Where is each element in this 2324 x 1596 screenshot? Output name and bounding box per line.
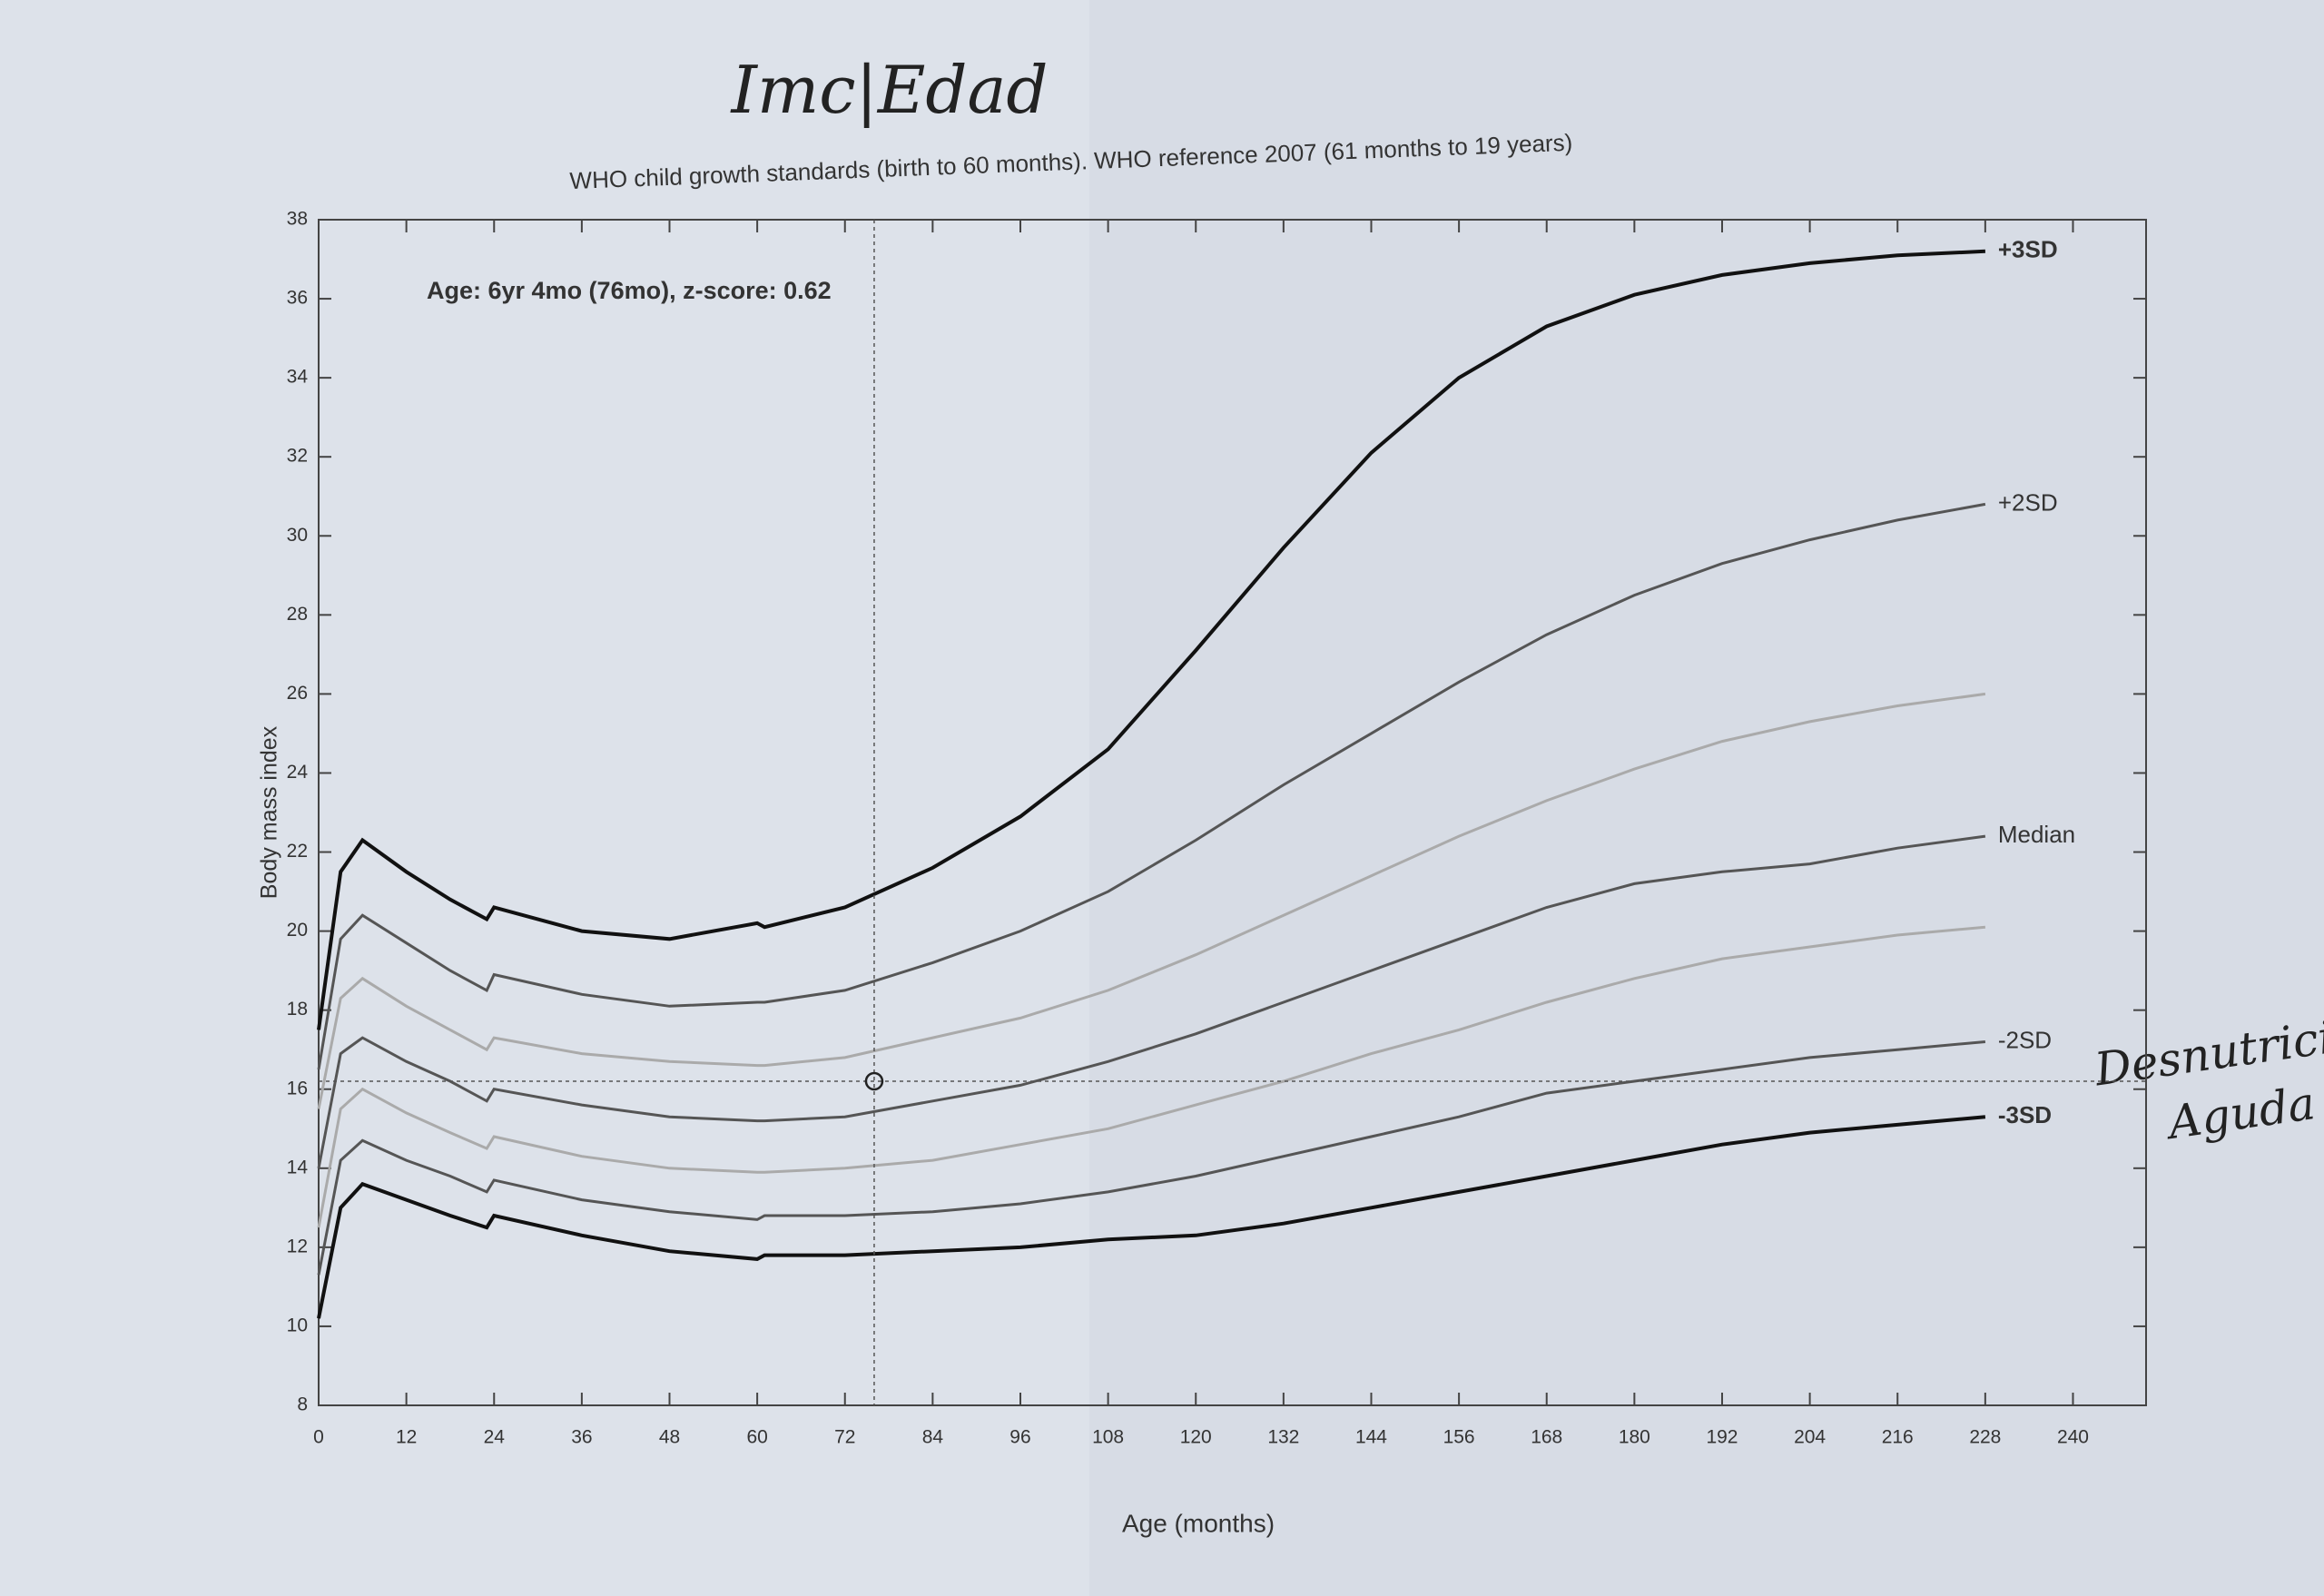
series-line (317, 1115, 1986, 1319)
y-tick-label: 28 (287, 604, 308, 625)
plot-frame (318, 219, 2147, 1406)
x-tick-label: 156 (1443, 1427, 1475, 1448)
x-tick-label: 144 (1355, 1427, 1387, 1448)
series-line (317, 692, 1986, 1109)
y-tick-label: 18 (287, 999, 308, 1020)
y-tick-label: 36 (287, 288, 308, 309)
y-tick-label: 30 (287, 525, 308, 546)
x-tick-label: 132 (1267, 1427, 1299, 1448)
x-axis-label: Age (months) (1122, 1509, 1275, 1537)
x-tick-label: 192 (1706, 1427, 1738, 1448)
x-tick-label: 72 (834, 1427, 855, 1448)
paper-page (1089, 0, 2324, 1596)
series-label: +2SD (1998, 488, 2058, 516)
x-tick-label: 0 (313, 1427, 324, 1448)
annotation: Age: 6yr 4mo (76mo), z-score: 0.62 (427, 277, 832, 304)
x-tick-label: 120 (1180, 1427, 1212, 1448)
y-tick-label: 32 (287, 446, 308, 467)
x-tick-label: 84 (922, 1427, 944, 1448)
y-tick-label: 26 (287, 683, 308, 704)
x-tick-label: 12 (396, 1427, 417, 1448)
x-tick-label: 204 (1794, 1427, 1826, 1448)
patient-point (864, 1071, 884, 1091)
x-tick-label: 108 (1092, 1427, 1124, 1448)
series-label: -2SD (1998, 1026, 2052, 1053)
x-tick-label: 96 (1009, 1427, 1030, 1448)
y-axis-label: Body mass index (257, 725, 282, 899)
series-label: -3SD (1998, 1101, 2052, 1128)
x-tick-label: 216 (1882, 1427, 1914, 1448)
y-tick-label: 24 (287, 762, 309, 783)
x-tick-label: 240 (2057, 1427, 2089, 1448)
y-tick-label: 20 (287, 920, 308, 941)
y-tick-label: 12 (287, 1236, 308, 1256)
x-tick-label: 168 (1531, 1427, 1562, 1448)
x-tick-label: 48 (659, 1427, 680, 1448)
series-label: +3SD (1998, 236, 2058, 263)
series-line (317, 925, 1986, 1228)
x-tick-label: 24 (484, 1427, 506, 1448)
y-tick-label: 16 (287, 1078, 308, 1098)
x-tick-label: 180 (1619, 1427, 1650, 1448)
y-tick-label: 10 (287, 1315, 308, 1335)
series-label: Median (1998, 821, 2075, 848)
x-tick-label: 228 (1969, 1427, 2001, 1448)
y-tick-label: 14 (287, 1157, 309, 1177)
y-tick-label: 34 (287, 367, 309, 388)
series-line (317, 249, 1985, 1030)
x-tick-label: 60 (746, 1427, 767, 1448)
y-tick-label: 22 (287, 841, 308, 862)
y-tick-label: 8 (297, 1394, 308, 1415)
handwritten-title: Imc|Edad (730, 52, 1049, 128)
x-tick-label: 36 (571, 1427, 592, 1448)
series-line (317, 502, 1986, 1070)
y-tick-label: 38 (287, 209, 308, 230)
